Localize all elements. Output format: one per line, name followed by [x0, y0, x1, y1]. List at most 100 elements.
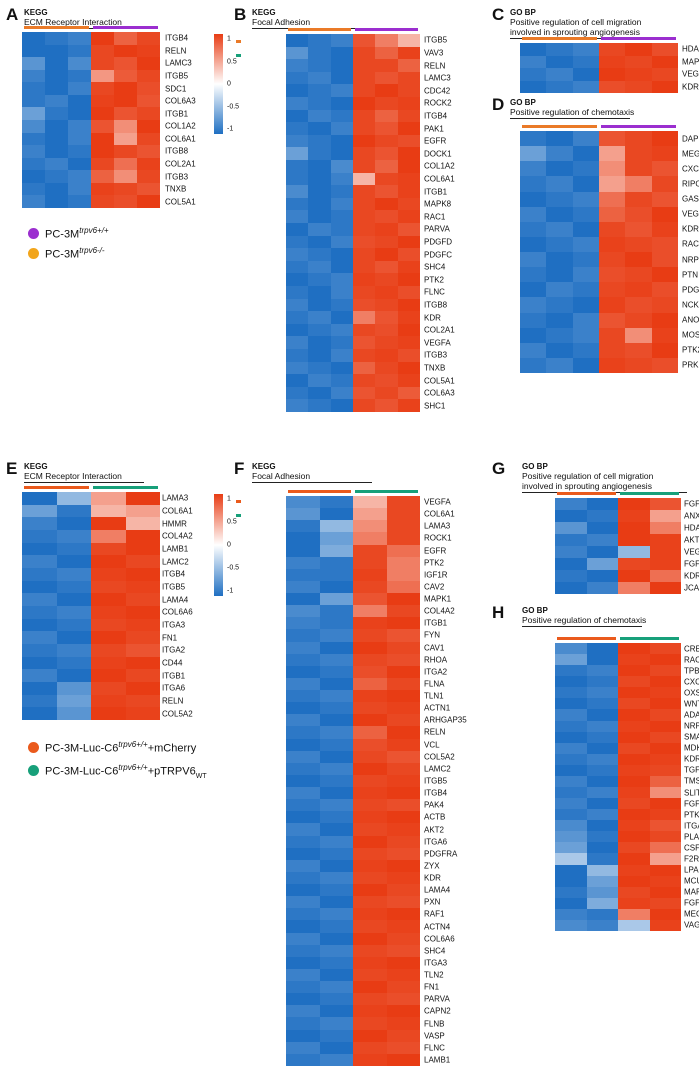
heatmap-cell: [386, 593, 420, 606]
gene-label: LAMC3: [424, 73, 451, 83]
heatmap-cell: [618, 522, 650, 534]
heatmap-cell: [286, 896, 320, 909]
heatmap-cell: [286, 160, 309, 173]
heatmap-cell: [353, 286, 376, 299]
heatmap-cell: [397, 336, 420, 349]
heatmap-cell: [125, 707, 160, 720]
heatmap-cell: [353, 134, 376, 148]
heatmap-cell: [319, 1017, 353, 1030]
heatmap-cell: [520, 206, 547, 222]
group-bar-treated: [620, 492, 679, 495]
heatmap-cell: [45, 82, 68, 95]
heatmap-cell: [353, 520, 387, 533]
heatmap-cell: [286, 580, 320, 594]
gene-label: ITGB5: [162, 582, 186, 592]
gene-label: FYN: [424, 630, 440, 640]
heatmap-cell: [386, 1029, 420, 1042]
heatmap-cell: [649, 498, 681, 510]
legend-superscript: trpv6+/+: [118, 740, 148, 749]
heatmap-cell: [397, 122, 420, 135]
heatmap-cell: [649, 753, 681, 765]
heatmap-cell: [618, 534, 650, 546]
heatmap-cell: [319, 580, 353, 594]
heatmap-cell: [308, 109, 331, 123]
heatmap-cell: [330, 197, 353, 211]
heatmap-cell: [375, 34, 398, 47]
heatmap-cell: [286, 1053, 320, 1066]
heatmap-cell: [45, 157, 68, 171]
title-underline: [252, 482, 372, 483]
heatmap-cell: [45, 94, 68, 108]
heatmap-cell: [319, 871, 353, 885]
heatmap-cell: [625, 55, 652, 68]
heatmap-cell: [319, 884, 353, 897]
heatmap-cell: [125, 593, 160, 606]
heatmap-cell: [91, 568, 126, 581]
heatmap-cell: [546, 206, 573, 222]
heatmap-cell: [286, 122, 309, 135]
heatmap-cell: [625, 43, 652, 56]
heatmap-cell: [386, 1041, 420, 1054]
heatmap-cell: [286, 956, 320, 969]
heatmap-cell: [353, 235, 376, 249]
heatmap-cell: [386, 726, 420, 739]
gene-label: PAK1: [424, 124, 444, 133]
heatmap-cell: [546, 176, 573, 192]
heatmap-cell: [386, 932, 420, 945]
heatmap-cell: [330, 349, 353, 362]
heatmap-cell: [308, 286, 331, 299]
gene-label: RAF1: [424, 909, 445, 919]
gene-label: COL2A1: [424, 325, 455, 335]
heatmap-cell: [555, 510, 587, 522]
heatmap-cell: [649, 665, 681, 677]
heatmap: [555, 643, 681, 931]
heatmap-cell: [353, 508, 387, 521]
gene-label: PLA2G7: [684, 832, 699, 842]
heatmap-cell: [520, 327, 547, 343]
heatmap-cell: [45, 107, 68, 120]
colorbar-tick: -0.5: [227, 564, 240, 572]
group-bar-control: [522, 125, 597, 128]
heatmap-cell: [649, 831, 681, 843]
heatmap-cell: [546, 297, 573, 313]
heatmap-cell: [649, 643, 681, 655]
heatmap-cell: [45, 182, 68, 196]
colorbar-tick: 0: [227, 541, 231, 549]
heatmap-cell: [599, 206, 626, 222]
heatmap-cell: [22, 656, 57, 670]
group-bar-treated: [620, 637, 679, 640]
legend-superscript: trpv6+/+: [118, 763, 148, 772]
heatmap-cell: [649, 775, 681, 787]
heatmap-cell: [319, 738, 353, 751]
heatmap-cell: [308, 97, 331, 110]
heatmap-cell: [353, 84, 376, 97]
heatmap-cell: [319, 653, 353, 666]
heatmap-title-line: Positive regulation of cell migration: [510, 17, 642, 27]
heatmap-cell: [319, 787, 353, 800]
heatmap-cell: [572, 327, 599, 343]
heatmap-cell: [56, 606, 91, 619]
gene-label: CAPN2: [424, 1006, 451, 1016]
gene-label: ITGB1: [165, 109, 189, 119]
heatmap-cell: [353, 109, 376, 123]
heatmap-cell: [286, 286, 309, 299]
gene-label: COL1A2: [424, 161, 455, 171]
heatmap-cell: [397, 273, 420, 286]
heatmap-cell: [286, 859, 320, 872]
gene-label: LAMC2: [424, 764, 451, 774]
heatmap-cell: [353, 629, 387, 642]
heatmap-cell: [114, 157, 137, 171]
heatmap-cell: [286, 399, 309, 412]
heatmap-title-line: Focal Adhesion: [252, 17, 311, 27]
heatmap-cell: [353, 223, 376, 236]
heatmap-cell: [375, 248, 398, 261]
heatmap-cell: [586, 775, 618, 787]
gene-label: ITGB8: [424, 300, 448, 310]
heatmap-cell: [520, 236, 547, 252]
heatmap-cell: [625, 176, 652, 192]
gene-label: ITGB5: [424, 776, 448, 786]
gene-label: FGF2: [684, 898, 699, 908]
gene-label: RAC1: [424, 212, 446, 222]
heatmap-cell: [308, 197, 331, 211]
heatmap-cell: [555, 809, 587, 821]
